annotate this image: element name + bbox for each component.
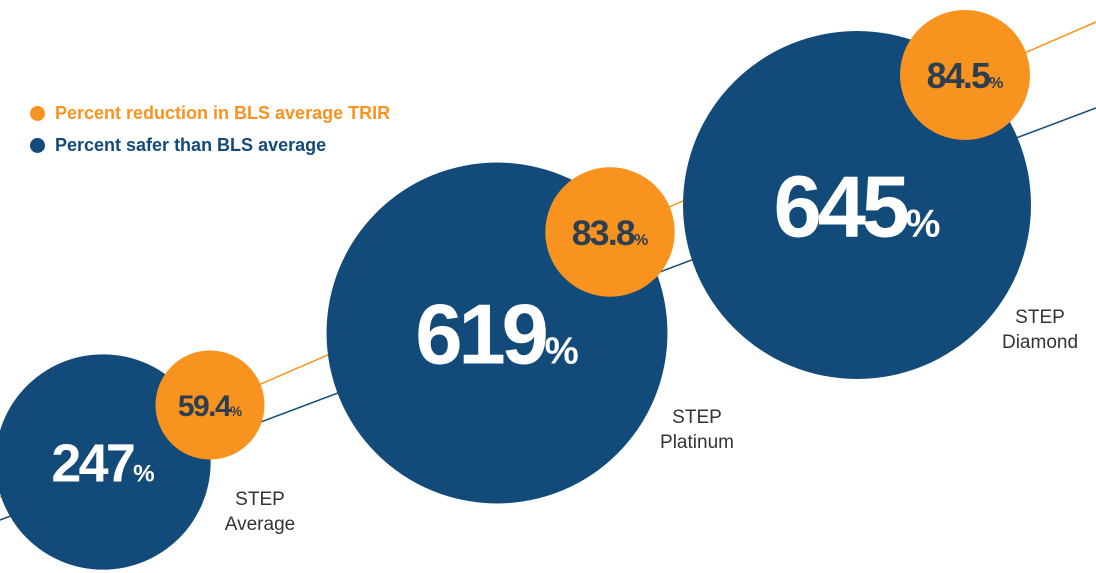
value-number: 645 <box>774 158 908 255</box>
legend-item: Percent safer than BLS average <box>30 135 326 156</box>
value-unit: % <box>906 202 941 245</box>
legend-item: Percent reduction in BLS average TRIR <box>30 103 390 124</box>
bubble <box>155 350 265 460</box>
value-unit: % <box>230 404 242 419</box>
bubble <box>900 10 1030 140</box>
legend-swatch <box>30 138 45 153</box>
value-number: 84.5 <box>927 56 990 96</box>
value-label: 83.8% <box>572 213 648 253</box>
value-number: 247 <box>51 433 133 493</box>
legend-label: Percent reduction in BLS average TRIR <box>55 103 391 123</box>
bubble <box>545 167 675 297</box>
value-unit: % <box>133 460 155 487</box>
value-number: 83.8 <box>572 213 635 253</box>
legend-label: Percent safer than BLS average <box>55 135 327 155</box>
legend-swatch <box>30 106 45 121</box>
value-number: 59.4 <box>178 390 232 423</box>
category-label: STEP Diamond <box>1001 307 1079 353</box>
value-label: 247% <box>51 433 154 493</box>
value-unit: % <box>989 74 1003 92</box>
value-label: 59.4% <box>178 390 242 423</box>
value-label: 619% <box>415 288 579 383</box>
value-unit: % <box>634 231 648 249</box>
category-label: STEP Average <box>224 489 296 535</box>
value-label: 645% <box>774 158 941 255</box>
value-unit: % <box>545 330 579 373</box>
value-number: 619 <box>415 288 546 383</box>
category-label: STEP Platinum <box>660 407 734 453</box>
value-label: 84.5% <box>927 56 1004 96</box>
